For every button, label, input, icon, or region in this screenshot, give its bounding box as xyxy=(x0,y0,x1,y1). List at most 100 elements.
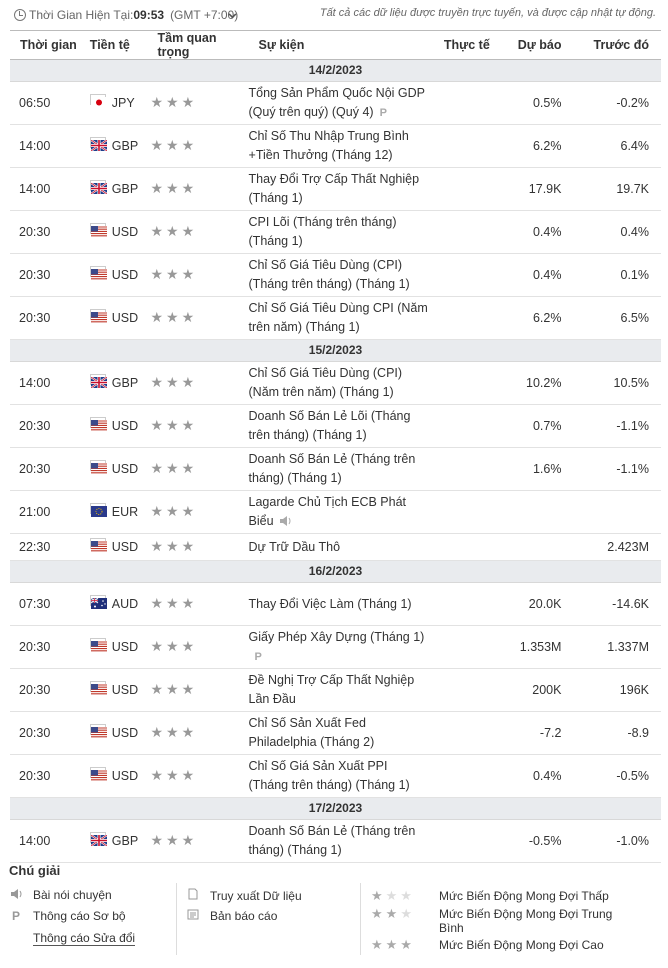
event-time: 20:30 xyxy=(10,210,80,254)
event-previous xyxy=(573,490,661,534)
event-name[interactable]: Thay Đổi Trợ Cấp Thất Nghiệp (Tháng 1) xyxy=(248,167,434,211)
event-time: 22:30 xyxy=(10,533,80,561)
event-forecast: 20.0K xyxy=(502,582,574,626)
event-previous: 196K xyxy=(573,668,661,712)
speaker-icon xyxy=(279,516,291,526)
event-name[interactable]: Chỉ Số Giá Tiêu Dùng (CPI) (Năm trên năm… xyxy=(248,361,434,405)
event-actual xyxy=(433,711,503,755)
event-actual xyxy=(433,404,503,448)
legend-high-volatility: ★★★ Mức Biến Động Mong Đợi Cao xyxy=(371,937,604,952)
event-row[interactable]: 20:30 USD ★★★ Doanh Số Bán Lẻ Lõi (Tháng tr… xyxy=(10,404,661,448)
event-previous: 19.7K xyxy=(573,167,661,211)
document-icon xyxy=(186,888,200,903)
event-actual xyxy=(433,490,503,534)
event-actual xyxy=(433,447,503,491)
event-row[interactable]: 21:00 EUR ★★★ Lagarde Chủ Tịch ECB Phát Biể… xyxy=(10,490,661,534)
flag-gb-icon xyxy=(89,373,108,389)
event-name[interactable]: Giấy Phép Xây Dựng (Tháng 1)P xyxy=(248,625,434,669)
legend-report: Bản báo cáo xyxy=(186,909,277,923)
star-icon: ★★★ xyxy=(150,724,198,740)
current-time[interactable]: Thời Gian Hiện Tại:09:53 (GMT +7:00) xyxy=(29,8,238,22)
event-name[interactable]: Dự Trữ Dầu Thô xyxy=(248,533,434,561)
event-name[interactable]: Chỉ Số Thu Nhập Trung Bình +Tiền Thưởng … xyxy=(248,124,434,168)
event-name[interactable]: Chỉ Số Giá Tiêu Dùng (CPI) (Tháng trên t… xyxy=(248,253,434,297)
event-name[interactable]: Thay Đổi Việc Làm (Tháng 1) xyxy=(248,582,434,626)
col-time: Thời gian xyxy=(10,30,80,60)
event-actual xyxy=(433,81,503,125)
event-importance: ★★★ xyxy=(147,210,249,254)
star-icon: ★★★ xyxy=(150,767,198,783)
event-time: 20:30 xyxy=(10,625,80,669)
event-row[interactable]: 20:30 USD ★★★ CPI Lõi (Tháng trên tháng) (T… xyxy=(10,210,661,254)
event-currency: JPY xyxy=(79,81,148,125)
event-row[interactable]: 20:30 USD ★★★ Doanh Số Bán Lẻ (Tháng trên t… xyxy=(10,447,661,491)
date-row: 17/2/2023 xyxy=(10,797,661,820)
event-row[interactable]: 14:00 GBP ★★★ Thay Đổi Trợ Cấp Thất Nghiệp … xyxy=(10,167,661,211)
event-currency: GBP xyxy=(79,819,148,863)
flag-jp-icon xyxy=(89,93,107,108)
legend-data-retrieval: Truy xuất Dữ liệu xyxy=(186,888,302,903)
event-name[interactable]: CPI Lõi (Tháng trên tháng) (Tháng 1) xyxy=(248,210,434,254)
event-previous: 0.1% xyxy=(573,253,661,297)
event-row[interactable]: 07:30 AUD ★★★ Thay Đổi Việc Làm (Tháng 1) 20… xyxy=(10,582,661,626)
event-row[interactable]: 14:00 GBP ★★★ Chỉ Số Giá Tiêu Dùng (CPI) (N… xyxy=(10,361,661,405)
current-time-value: 09:53 xyxy=(133,8,165,22)
event-importance: ★★★ xyxy=(147,167,249,211)
star-icon: ★★★ xyxy=(150,460,198,476)
event-row[interactable]: 20:30 USD ★★★ Giấy Phép Xây Dựng (Tháng 1)P… xyxy=(10,625,661,669)
event-importance: ★★★ xyxy=(147,582,249,626)
event-name[interactable]: Đề Nghị Trợ Cấp Thất Nghiệp Lần Đầu xyxy=(248,668,434,712)
event-time: 20:30 xyxy=(10,404,80,448)
event-name[interactable]: Lagarde Chủ Tịch ECB Phát Biểu xyxy=(248,490,434,534)
star-icon: ★★★ xyxy=(150,266,198,282)
event-time: 07:30 xyxy=(10,582,80,626)
event-time: 20:30 xyxy=(10,711,80,755)
star-icon: ★★★ xyxy=(150,417,198,433)
live-data-notice: Tất cả các dữ liệu được truyền trực tuyế… xyxy=(319,7,656,19)
col-forecast: Dự báo xyxy=(502,30,574,60)
event-row[interactable]: 20:30 USD ★★★ Chỉ Số Giá Sản Xuất PPI (Thán… xyxy=(10,754,661,798)
event-currency: AUD xyxy=(79,582,148,626)
event-name[interactable]: Tổng Sản Phẩm Quốc Nội GDP (Quý trên quý… xyxy=(248,81,434,125)
event-row[interactable]: 22:30 USD ★★★ Dự Trữ Dầu Thô 2.423M xyxy=(10,533,661,561)
legend-medium-volatility: ★★★ Mức Biến Động Mong Đợi Trung Bình xyxy=(371,906,613,936)
col-currency: Tiền tệ xyxy=(79,30,148,60)
star-icon: ★★★ xyxy=(150,638,198,654)
event-row[interactable]: 20:30 USD ★★★ Chỉ Số Giá Tiêu Dùng (CPI) (T… xyxy=(10,253,661,297)
event-row[interactable]: 20:30 USD ★★★ Chỉ Số Sản Xuất Fed Philadelp… xyxy=(10,711,661,755)
event-importance: ★★★ xyxy=(147,447,249,491)
event-name[interactable]: Chỉ Số Giá Sản Xuất PPI (Tháng trên thán… xyxy=(248,754,434,798)
event-name[interactable]: Doanh Số Bán Lẻ (Tháng trên tháng) (Thán… xyxy=(248,819,434,863)
event-name[interactable]: Doanh Số Bán Lẻ (Tháng trên tháng) (Thán… xyxy=(248,447,434,491)
flag-us-icon xyxy=(89,637,107,652)
star-icon: ★★★ xyxy=(150,309,198,325)
event-name[interactable]: Doanh Số Bán Lẻ Lõi (Tháng trên tháng) (… xyxy=(248,404,434,448)
event-actual xyxy=(433,361,503,405)
event-actual xyxy=(433,625,503,669)
event-previous: -8.9 xyxy=(573,711,661,755)
event-time: 14:00 xyxy=(10,361,80,405)
event-previous: 2.423M xyxy=(573,533,661,561)
table-body: 14/2/2023 06:50 JPY ★★★ Tổng Sản Phẩm Quốc N… xyxy=(10,59,661,863)
event-time: 20:30 xyxy=(10,447,80,491)
star-icon: ★★★ xyxy=(150,503,198,519)
star-icon: ★★★ xyxy=(150,137,198,153)
event-name[interactable]: Chỉ Số Sản Xuất Fed Philadelphia (Tháng … xyxy=(248,711,434,755)
event-previous: 10.5% xyxy=(573,361,661,405)
event-row[interactable]: 20:30 USD ★★★ Đề Nghị Trợ Cấp Thất Nghiệp L… xyxy=(10,668,661,712)
event-time: 21:00 xyxy=(10,490,80,534)
event-row[interactable]: 06:50 JPY ★★★ Tổng Sản Phẩm Quốc Nội GDP (Q… xyxy=(10,81,661,125)
event-forecast: 10.2% xyxy=(502,361,574,405)
event-importance: ★★★ xyxy=(147,490,249,534)
event-time: 20:30 xyxy=(10,296,80,340)
legend-preliminary: P Thông cáo Sơ bộ xyxy=(9,909,126,923)
event-name[interactable]: Chỉ Số Giá Tiêu Dùng CPI (Năm trên năm) … xyxy=(248,296,434,340)
event-row[interactable]: 20:30 USD ★★★ Chỉ Số Giá Tiêu Dùng CPI (Năm… xyxy=(10,296,661,340)
star-icon: ★★★ xyxy=(371,888,415,903)
event-actual xyxy=(433,754,503,798)
legend-divider xyxy=(176,883,177,955)
event-row[interactable]: 14:00 GBP ★★★ Doanh Số Bán Lẻ (Tháng trên t… xyxy=(10,819,661,863)
event-row[interactable]: 14:00 GBP ★★★ Chỉ Số Thu Nhập Trung Bình +T… xyxy=(10,124,661,168)
flag-us-icon xyxy=(89,459,107,474)
event-currency: USD xyxy=(79,711,148,755)
